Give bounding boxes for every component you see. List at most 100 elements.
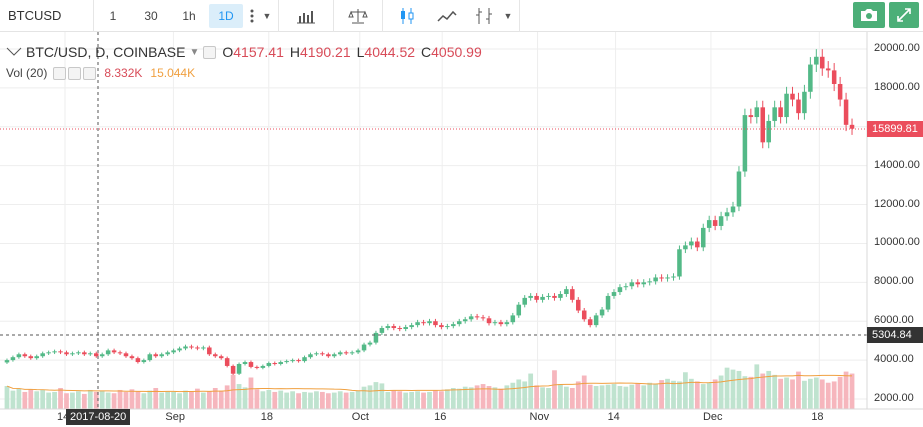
volume-bar <box>718 375 724 409</box>
volume-bar <box>212 388 218 409</box>
camera-icon[interactable] <box>853 2 885 28</box>
candle-body <box>486 318 492 324</box>
volume-bar <box>807 378 813 409</box>
candle-body <box>510 315 516 323</box>
interval-1[interactable]: 1 <box>109 8 117 23</box>
volume-bar <box>700 384 706 409</box>
volume-bar <box>34 391 40 409</box>
volume-bar <box>611 384 617 409</box>
fullscreen-icon[interactable] <box>889 2 919 28</box>
interval-1d[interactable]: 1D <box>209 3 243 28</box>
candle-body <box>736 171 742 207</box>
candle-body <box>772 107 777 121</box>
candle-body <box>266 363 272 366</box>
volume-bar <box>456 388 462 409</box>
candle-body <box>296 360 301 362</box>
high-value: 4190.21 <box>300 44 351 60</box>
volume-bar <box>677 381 682 409</box>
candle-body <box>629 282 635 287</box>
volume-bar <box>337 391 343 409</box>
volume-bar <box>379 383 385 409</box>
candle-body <box>456 321 462 325</box>
candle-body <box>498 322 504 325</box>
volume-bar <box>534 385 539 409</box>
candle-body <box>147 354 153 361</box>
volume-bar <box>403 392 409 409</box>
volume-bar <box>58 388 63 409</box>
candle-body <box>218 356 224 359</box>
volume-bar <box>575 381 581 409</box>
volume-bar <box>367 385 373 409</box>
volume-bar <box>450 388 456 409</box>
symbol-caret-icon[interactable]: ▼ <box>189 46 200 58</box>
candle-body <box>558 294 563 298</box>
candle-body <box>689 241 694 246</box>
close-icon[interactable] <box>83 66 97 80</box>
volume-bar <box>528 373 534 409</box>
candle-body <box>700 227 706 248</box>
settings-icon[interactable] <box>68 66 82 80</box>
candle-body <box>570 289 575 300</box>
toolbar-divider <box>382 0 383 32</box>
candle-body <box>355 350 361 353</box>
volume-bar <box>439 391 444 409</box>
volume-bar <box>278 390 284 409</box>
crosshair-price-tag: 5304.84 <box>867 327 923 343</box>
candle-body <box>82 352 87 355</box>
caret-down-icon[interactable]: ▼ <box>262 10 272 21</box>
candle-body <box>4 360 10 363</box>
volume-bar <box>760 373 766 409</box>
eye-icon[interactable] <box>53 66 67 80</box>
symbol-search[interactable]: BTCUSD <box>0 0 94 32</box>
volume-bar <box>314 391 319 409</box>
candle-body <box>123 353 129 357</box>
volume-bar <box>843 371 849 409</box>
candle-body <box>790 93 795 100</box>
bar-chart-icon[interactable] <box>283 4 329 28</box>
caret-down-icon[interactable]: ▼ <box>503 10 513 21</box>
candle-body <box>177 348 182 351</box>
volume-bar <box>748 376 754 409</box>
eye-icon[interactable] <box>203 45 217 59</box>
candle-body <box>552 295 557 298</box>
price-tick-label: 2000.00 <box>874 392 914 404</box>
interval-30[interactable]: 30 <box>144 8 158 23</box>
candle-body <box>462 319 468 322</box>
vertical-dots-icon[interactable] <box>244 4 260 28</box>
volume-bar <box>99 390 105 409</box>
toolbar-divider <box>333 0 334 32</box>
candle-body <box>70 353 75 355</box>
candle-body <box>290 360 295 362</box>
scale-icon[interactable] <box>338 4 378 28</box>
candle-body <box>207 347 212 355</box>
volume-label[interactable]: Vol (20) <box>6 66 48 80</box>
volume-bar <box>558 384 563 409</box>
volume-bar <box>206 391 212 409</box>
candle-body <box>540 296 545 300</box>
volume-bar <box>796 371 801 409</box>
candle-body <box>337 352 343 355</box>
volume-bar <box>409 391 415 409</box>
volume-bar <box>444 389 450 409</box>
symbol-label[interactable]: BTC/USD, D, COINBASE <box>26 44 186 60</box>
candle-body <box>516 304 522 316</box>
candle-body <box>814 56 819 65</box>
volume-bar <box>641 385 647 409</box>
indicators-icon[interactable] <box>467 4 501 28</box>
volume-bar <box>224 385 230 409</box>
crosshair-date-tag: 2017-08-20 <box>66 409 131 425</box>
candle-body <box>665 277 670 279</box>
volume-bar <box>28 389 34 409</box>
volume-bar <box>480 384 486 409</box>
candlestick-icon[interactable] <box>387 4 427 28</box>
volume-bar <box>141 393 147 409</box>
volume-bar <box>40 389 46 409</box>
volume-bar <box>599 385 605 409</box>
volume-bar <box>81 393 87 409</box>
area-chart-icon[interactable] <box>427 4 467 28</box>
candle-body <box>242 362 248 364</box>
interval-1h[interactable]: 1h <box>182 8 196 23</box>
collapse-legend-icon[interactable] <box>6 47 22 57</box>
candle-body <box>427 321 432 324</box>
